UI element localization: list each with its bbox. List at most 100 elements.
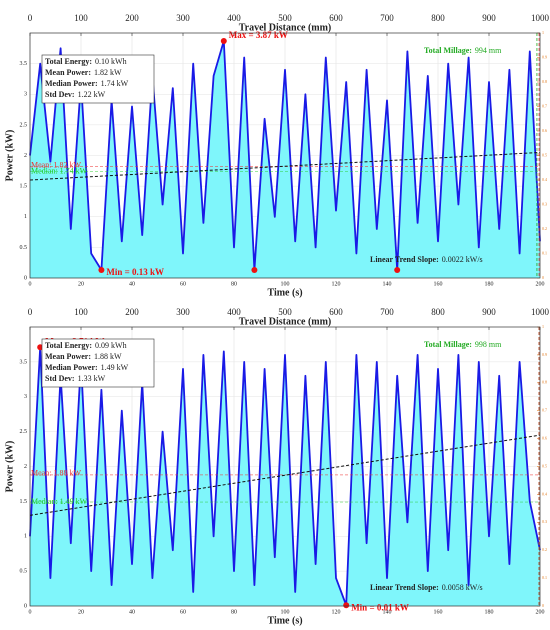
stats-value: 1.82 kW [94,68,122,77]
x-tick-label: 20 [78,281,84,287]
x2-tick-label: 800 [431,307,445,317]
y2-tick-label: 0.7 [542,408,547,413]
y-tick-label: 3 [24,92,27,98]
x2-tick-label: 100 [74,307,88,317]
y2-tick-label: 0.8 [542,380,547,385]
y2-tick-label: 1 [542,324,544,329]
y2-tick-label: 0 [542,603,544,608]
trend-slope-value: 0.0022 kW/s [442,255,483,264]
y2-tick-label: 0.1 [542,250,547,255]
stats-value: 1.49 kW [101,363,129,372]
stats-line: Median Power: 1.49 kW [45,363,129,372]
y-tick-label: 3.5 [20,61,28,67]
millage-value: 994 mm [475,46,502,55]
median-label: Median: 1.74 kW [31,166,88,175]
stats-label: Total Energy: [45,57,92,66]
min-point [251,267,258,274]
y2-tick-label: 0.4 [542,177,547,182]
x2-tick-label: 1000 [531,13,550,23]
trend-line [29,151,541,181]
median-label: Median: 1.49 kW [31,497,88,506]
mean-label: Mean: 1.88 kW [31,469,81,478]
min-point [394,267,401,274]
y-tick-label: 3.5 [20,359,28,365]
plot-frame [29,32,541,279]
y-tick-label: 0.5 [20,245,28,251]
x-tick-label: 80 [231,281,237,287]
stats-value: 0.09 kWh [95,341,127,350]
stats-line: Std Dev: 1.33 kW [45,374,106,383]
max-label: Max = 3.87 kW [229,30,288,40]
x-tick-label: 40 [129,609,135,615]
y2-tick-label: 0.2 [542,547,547,552]
stats-box [41,54,155,104]
x-axis-title: Time (s) [267,287,302,298]
min-label: Min = 0.01 kW [351,602,409,612]
y-tick-label: 2 [24,464,27,470]
stats-value: 1.22 kW [78,90,106,99]
millage-label: Total Millage: [424,340,472,349]
x-tick-label: 80 [231,609,237,615]
x-tick-label: 120 [332,281,341,287]
y2-tick-label: 0.2 [542,226,547,231]
x2-tick-label: 300 [176,13,190,23]
x-tick-label: 100 [281,281,290,287]
y-axis-title: Power (kW) [4,130,15,182]
x2-tick-label: 800 [431,13,445,23]
x-tick-label: 140 [383,609,392,615]
min-label: Min = 0.13 kW [106,267,164,277]
stats-value: 1.88 kW [94,352,122,361]
stats-label: Std Dev: [45,374,75,383]
max-point [220,37,227,44]
power-line [29,40,541,271]
y2-tick-label: 0.3 [542,201,547,206]
trend-line [29,434,541,516]
x2-tick-label: 0 [28,307,33,317]
power-line [29,346,541,607]
x-axis-title: Time (s) [267,615,302,626]
plot-frame [29,326,541,607]
x-tick-label: 0 [29,281,32,287]
y2-tick-label: 0.5 [542,152,547,157]
x-tick-label: 60 [180,281,186,287]
y2-tick-label: 0.9 [542,54,547,59]
y2-tick-label: 0.3 [542,519,547,524]
x2-tick-label: 700 [380,307,394,317]
y2-tick-label: 0.6 [542,436,547,441]
y2-tick-label: 0.4 [542,491,547,496]
millage-label: Total Millage: [424,46,472,55]
x2-tick-label: 400 [227,13,241,23]
stats-box [41,338,155,388]
stats-label: Std Dev: [45,90,75,99]
x-tick-label: 100 [281,609,290,615]
trend-slope-value: 0.0058 kW/s [442,583,483,592]
x2-axis-title: Travel Distance (mm) [239,316,332,327]
stats-line: Median Power: 1.74 kW [45,79,129,88]
y-tick-label: 0 [24,603,27,609]
y2-tick-label: 0.1 [542,575,547,580]
stats-label: Median Power: [45,363,98,372]
x-tick-label: 60 [180,609,186,615]
x-tick-label: 160 [434,609,443,615]
stats-line: Mean Power: 1.82 kW [45,68,122,77]
y2-tick-label: 0.7 [542,103,547,108]
x-tick-label: 120 [332,609,341,615]
x2-tick-label: 400 [227,307,241,317]
x2-tick-label: 500 [278,307,292,317]
x2-tick-label: 100 [74,13,88,23]
stats-line: Mean Power: 1.88 kW [45,352,122,361]
x2-tick-label: 300 [176,307,190,317]
y-tick-label: 1 [24,534,27,540]
x-tick-label: 200 [536,281,545,287]
x2-tick-label: 1000 [531,307,550,317]
stats-line: Total Energy: 0.10 kWh [45,57,127,66]
x2-tick-label: 600 [329,307,343,317]
stats-label: Median Power: [45,79,98,88]
stats-line: Std Dev: 1.22 kW [45,90,106,99]
x2-tick-label: 900 [482,307,496,317]
trend-slope-label: Linear Trend Slope: [370,583,439,592]
x2-tick-label: 700 [380,13,394,23]
y2-tick-label: 0 [542,275,544,280]
y-tick-label: 1.5 [20,499,28,505]
y2-tick-label: 0.9 [542,352,547,357]
